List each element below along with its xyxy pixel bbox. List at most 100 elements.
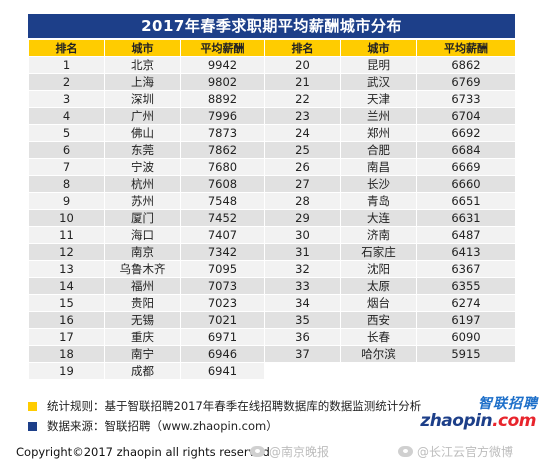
note-source-text: 数据来源：智联招聘（www.zhaopin.com） — [47, 419, 278, 433]
right-rank-cell: 30 — [264, 226, 341, 244]
right-empty-cell — [416, 362, 516, 380]
table-title: 2017年春季求职期平均薪酬城市分布 — [28, 14, 515, 38]
left-city-cell: 南京 — [104, 243, 181, 261]
left-salary-cell: 7680 — [180, 158, 265, 176]
right-city-cell: 南昌 — [340, 158, 417, 176]
table-row: 9 苏州 7548 28 青岛 6651 — [28, 192, 516, 210]
logo-en-tail: .com — [492, 411, 536, 431]
left-city-cell: 南宁 — [104, 345, 181, 363]
zhaopin-logo: 智联招聘 zhaopin.com — [420, 393, 540, 437]
table-row: 1 北京 9942 20 昆明 6862 — [28, 56, 516, 74]
right-city-cell: 大连 — [340, 209, 417, 227]
right-salary-cell: 6651 — [416, 192, 516, 210]
left-salary-cell: 7996 — [180, 107, 265, 125]
left-city-cell: 重庆 — [104, 328, 181, 346]
left-salary-cell: 7407 — [180, 226, 265, 244]
weibo-icon — [250, 446, 265, 457]
left-salary-cell: 9942 — [180, 56, 265, 74]
header-rank-left: 排名 — [28, 39, 105, 57]
right-city-cell: 石家庄 — [340, 243, 417, 261]
right-salary-cell: 6669 — [416, 158, 516, 176]
left-city-cell: 宁波 — [104, 158, 181, 176]
right-salary-cell: 6413 — [416, 243, 516, 261]
left-rank-cell: 13 — [28, 260, 105, 278]
table-row: 17 重庆 6971 36 长春 6090 — [28, 328, 516, 346]
right-rank-cell: 36 — [264, 328, 341, 346]
watermark-2: @长江云官方微博 — [398, 443, 513, 460]
left-city-cell: 海口 — [104, 226, 181, 244]
left-rank-cell: 2 — [28, 73, 105, 91]
left-salary-cell: 6971 — [180, 328, 265, 346]
right-salary-cell: 5915 — [416, 345, 516, 363]
right-city-cell: 济南 — [340, 226, 417, 244]
right-salary-cell: 6660 — [416, 175, 516, 193]
right-city-cell: 昆明 — [340, 56, 417, 74]
right-salary-cell: 6090 — [416, 328, 516, 346]
header-rank-right: 排名 — [264, 39, 341, 57]
watermark-1: @南京晚报 — [250, 443, 329, 460]
table-row: 10 厦门 7452 29 大连 6631 — [28, 209, 516, 227]
right-salary-cell: 6487 — [416, 226, 516, 244]
right-city-cell: 西安 — [340, 311, 417, 329]
right-rank-cell: 29 — [264, 209, 341, 227]
table-row: 18 南宁 6946 37 哈尔滨 5915 — [28, 345, 516, 363]
right-rank-cell: 21 — [264, 73, 341, 91]
right-empty-cell — [340, 362, 417, 380]
table-body: 1 北京 9942 20 昆明 6862 2 上海 9802 21 武汉 6769 3 深圳 8892 22 天… — [28, 56, 516, 380]
header-city-left: 城市 — [104, 39, 181, 57]
left-city-cell: 深圳 — [104, 90, 181, 108]
blue-square-icon — [28, 421, 37, 431]
left-rank-cell: 11 — [28, 226, 105, 244]
left-city-cell: 成都 — [104, 362, 181, 380]
left-city-cell: 佛山 — [104, 124, 181, 142]
right-rank-cell: 24 — [264, 124, 341, 142]
copyright-text: Copyright©2017 zhaopin all rights reserv… — [16, 445, 270, 459]
right-salary-cell: 6355 — [416, 277, 516, 295]
weibo-icon — [398, 446, 413, 457]
right-salary-cell: 6367 — [416, 260, 516, 278]
right-city-cell: 青岛 — [340, 192, 417, 210]
left-salary-cell: 6946 — [180, 345, 265, 363]
right-city-cell: 太原 — [340, 277, 417, 295]
right-city-cell: 武汉 — [340, 73, 417, 91]
left-rank-cell: 4 — [28, 107, 105, 125]
left-rank-cell: 14 — [28, 277, 105, 295]
left-salary-cell: 7873 — [180, 124, 265, 142]
right-salary-cell: 6704 — [416, 107, 516, 125]
right-salary-cell: 6769 — [416, 73, 516, 91]
table-row: 5 佛山 7873 24 郑州 6692 — [28, 124, 516, 142]
left-salary-cell: 8892 — [180, 90, 265, 108]
right-rank-cell: 23 — [264, 107, 341, 125]
table-row: 11 海口 7407 30 济南 6487 — [28, 226, 516, 244]
right-city-cell: 郑州 — [340, 124, 417, 142]
right-salary-cell: 6631 — [416, 209, 516, 227]
left-rank-cell: 12 — [28, 243, 105, 261]
right-salary-cell: 6692 — [416, 124, 516, 142]
table-row: 12 南京 7342 31 石家庄 6413 — [28, 243, 516, 261]
left-rank-cell: 16 — [28, 311, 105, 329]
left-salary-cell: 7608 — [180, 175, 265, 193]
right-salary-cell: 6684 — [416, 141, 516, 159]
right-city-cell: 长春 — [340, 328, 417, 346]
table-row: 14 福州 7073 33 太原 6355 — [28, 277, 516, 295]
watermark-1-text: @南京晚报 — [269, 445, 330, 459]
left-city-cell: 福州 — [104, 277, 181, 295]
table-row: 19 成都 6941 — [28, 362, 516, 380]
left-rank-cell: 5 — [28, 124, 105, 142]
left-city-cell: 广州 — [104, 107, 181, 125]
header-salary-left: 平均薪酬 — [180, 39, 265, 57]
left-rank-cell: 3 — [28, 90, 105, 108]
right-empty-cell — [264, 362, 341, 380]
left-rank-cell: 9 — [28, 192, 105, 210]
left-city-cell: 厦门 — [104, 209, 181, 227]
left-salary-cell: 7023 — [180, 294, 265, 312]
left-rank-cell: 17 — [28, 328, 105, 346]
right-city-cell: 兰州 — [340, 107, 417, 125]
right-rank-cell: 33 — [264, 277, 341, 295]
yellow-square-icon — [28, 401, 37, 411]
right-rank-cell: 34 — [264, 294, 341, 312]
table-row: 16 无锡 7021 35 西安 6197 — [28, 311, 516, 329]
table-row: 4 广州 7996 23 兰州 6704 — [28, 107, 516, 125]
left-city-cell: 东莞 — [104, 141, 181, 159]
right-city-cell: 哈尔滨 — [340, 345, 417, 363]
